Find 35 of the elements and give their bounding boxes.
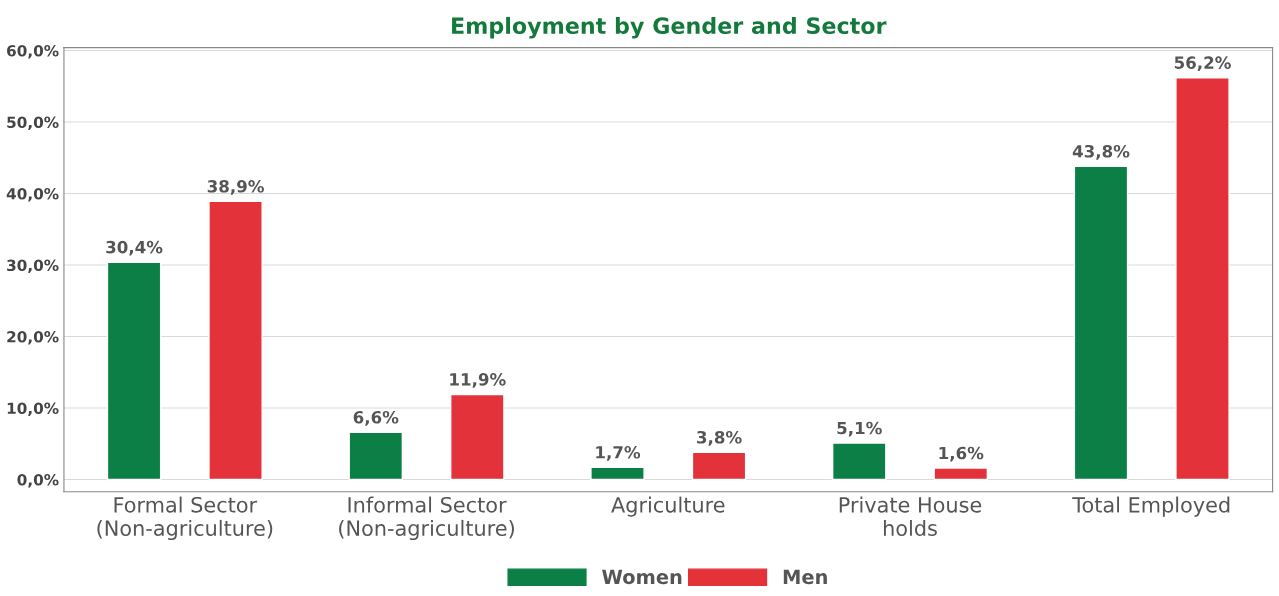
- x-tick-label: Total Employed: [1072, 496, 1230, 517]
- legend-label: Women: [602, 569, 682, 585]
- data-label: 11,9%: [450, 373, 506, 388]
- bar: [831, 442, 887, 481]
- bar: [691, 451, 747, 481]
- data-label: 56,2%: [1174, 56, 1231, 72]
- bar: [933, 467, 989, 481]
- data-label: 1,7%: [596, 446, 641, 461]
- x-tick-label: Informal Sector (Non-agriculture): [339, 496, 514, 541]
- x-tick-label: Formal Sector (Non-agriculture): [97, 496, 273, 541]
- x-tick-label: Agriculture: [611, 496, 725, 517]
- bar: [1073, 165, 1129, 481]
- chart-title: Employment by Gender and Sector: [452, 16, 887, 39]
- legend-label: Men: [783, 569, 827, 585]
- x-tick-label: Private House holds: [839, 496, 982, 537]
- y-tick-label: 50,0%: [7, 116, 59, 131]
- data-label: 38,9%: [207, 180, 264, 195]
- y-tick-label: 20,0%: [7, 331, 59, 345]
- y-tick-label: 10,0%: [7, 402, 59, 417]
- bar: [106, 261, 162, 481]
- data-label: 30,4%: [106, 240, 163, 256]
- bar: [208, 200, 263, 481]
- y-tick-label: 0,0%: [17, 474, 59, 488]
- data-label: 5,1%: [837, 421, 882, 437]
- data-label: 6,6%: [353, 410, 399, 426]
- y-tick-label: 30,0%: [7, 259, 59, 274]
- y-tick-label: 40,0%: [6, 188, 59, 202]
- data-label: 1,6%: [939, 446, 984, 462]
- data-label: 3,8%: [697, 430, 742, 446]
- bar: [1175, 77, 1230, 481]
- data-label: 43,8%: [1072, 144, 1130, 160]
- bar: [348, 431, 404, 481]
- y-tick-label: 60,0%: [7, 45, 59, 59]
- bar: [590, 466, 645, 481]
- bar: [450, 393, 505, 481]
